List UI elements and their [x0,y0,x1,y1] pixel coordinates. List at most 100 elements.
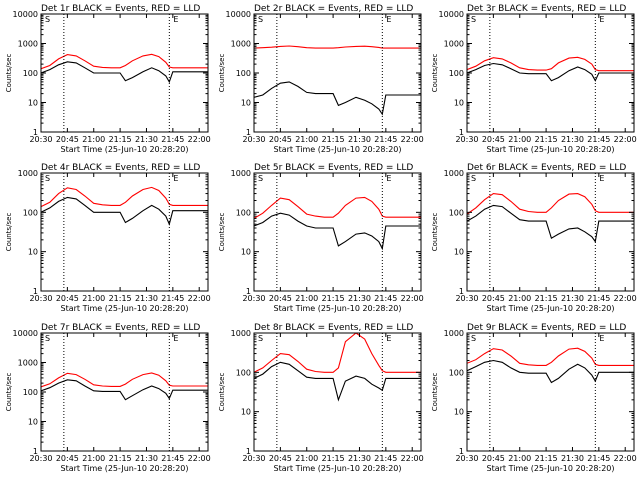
x-tick-label: 21:15 [322,135,345,144]
y-tick-label: 10 [241,99,251,108]
y-tick-label: 10 [28,99,38,108]
y-axis-label: Counts/sec [5,373,13,412]
x-tick-label: 22:00 [188,454,211,463]
x-tick-label: 20:45 [269,294,292,303]
events-series-line [41,196,208,226]
lld-series-line [254,333,421,373]
y-tick-label: 10 [28,418,38,427]
x-tick-label: 21:30 [135,294,158,303]
events-series-line [254,361,421,402]
y-axis-label: Counts/sec [5,54,13,93]
axis-frame [466,172,635,292]
y-tick-label: 100 [23,388,38,397]
chart-title: Det 8r BLACK = Events, RED = LLD [254,323,413,333]
y-tick-label: 1000 [231,40,251,49]
x-tick-label: 20:30 [242,454,265,463]
y-axis-label: Counts/sec [431,213,439,252]
chart-title: Det 1r BLACK = Events, RED = LLD [41,4,200,14]
lld-series-line [41,372,208,388]
x-axis-label: Start Time (25-Jun-10 20:28:20) [274,145,402,154]
series-group [41,53,208,84]
x-tick-label: 20:30 [455,135,478,144]
end-marker: E [599,15,604,24]
x-tick-label: 21:30 [561,454,584,463]
x-tick-label: 21:45 [587,135,610,144]
y-tick-label: 1 [246,287,251,296]
x-tick-label: 21:30 [348,135,371,144]
y-tick-label: 10 [28,248,38,257]
events-series-line [41,61,208,84]
end-marker: E [386,334,391,343]
x-tick-label: 20:45 [482,294,505,303]
y-axis-label: Counts/sec [218,54,226,93]
start-marker: S [258,15,263,24]
end-marker: E [173,15,178,24]
y-tick-label: 1 [33,287,38,296]
x-tick-label: 21:30 [561,135,584,144]
events-series-line [254,81,421,116]
x-axis-label: Start Time (25-Jun-10 20:28:20) [274,464,402,473]
x-tick-label: 20:45 [56,135,79,144]
end-marker: E [173,334,178,343]
events-series-line [467,62,634,82]
y-tick-label: 100 [23,69,38,78]
series-group [467,56,634,82]
axis-frame [40,13,209,133]
axis-frame [253,13,422,133]
x-tick-label: 21:30 [348,294,371,303]
x-tick-label: 21:30 [561,294,584,303]
y-tick-label: 10000 [13,10,38,19]
x-tick-label: 20:30 [29,454,52,463]
start-marker: S [471,15,476,24]
y-tick-label: 1000 [18,169,38,178]
x-axis-label: Start Time (25-Jun-10 20:28:20) [61,304,189,313]
x-tick-label: 21:45 [587,454,610,463]
x-tick-label: 21:45 [374,135,397,144]
x-tick-label: 22:00 [188,135,211,144]
x-tick-label: 21:15 [535,454,558,463]
x-tick-label: 21:00 [295,294,318,303]
x-tick-label: 20:45 [269,135,292,144]
y-tick-label: 100 [449,208,464,217]
y-axis-label: Counts/sec [431,373,439,412]
end-marker: E [599,334,604,343]
x-tick-label: 21:00 [82,135,105,144]
x-tick-label: 21:45 [161,454,184,463]
y-tick-label: 100 [236,368,251,377]
end-marker: E [386,174,391,183]
axis-frame [40,332,209,452]
y-tick-label: 1000 [18,359,38,368]
y-tick-label: 10 [454,99,464,108]
start-marker: S [258,334,263,343]
y-tick-label: 10000 [13,329,38,338]
y-tick-label: 1000 [444,329,464,338]
y-tick-label: 100 [236,208,251,217]
x-tick-label: 21:15 [109,454,132,463]
x-tick-label: 22:00 [188,294,211,303]
x-tick-label: 21:45 [374,454,397,463]
x-tick-label: 20:45 [482,135,505,144]
x-tick-label: 22:00 [614,135,637,144]
events-series-line [467,204,634,243]
x-tick-label: 22:00 [614,294,637,303]
x-tick-label: 21:15 [109,294,132,303]
x-axis-label: Start Time (25-Jun-10 20:28:20) [61,464,189,473]
x-tick-label: 22:00 [401,135,424,144]
x-tick-label: 21:15 [322,454,345,463]
lld-series-line [467,56,634,72]
axis-frame [466,332,635,452]
y-tick-label: 100 [236,69,251,78]
x-axis-label: Start Time (25-Jun-10 20:28:20) [487,145,615,154]
series-group [467,193,634,243]
x-tick-label: 22:00 [401,454,424,463]
series-group [254,333,421,402]
y-tick-label: 1 [459,447,464,456]
chart-title: Det 5r BLACK = Events, RED = LLD [254,163,413,173]
axis-frame [253,332,422,452]
series-group [41,372,208,401]
x-tick-label: 21:45 [161,294,184,303]
